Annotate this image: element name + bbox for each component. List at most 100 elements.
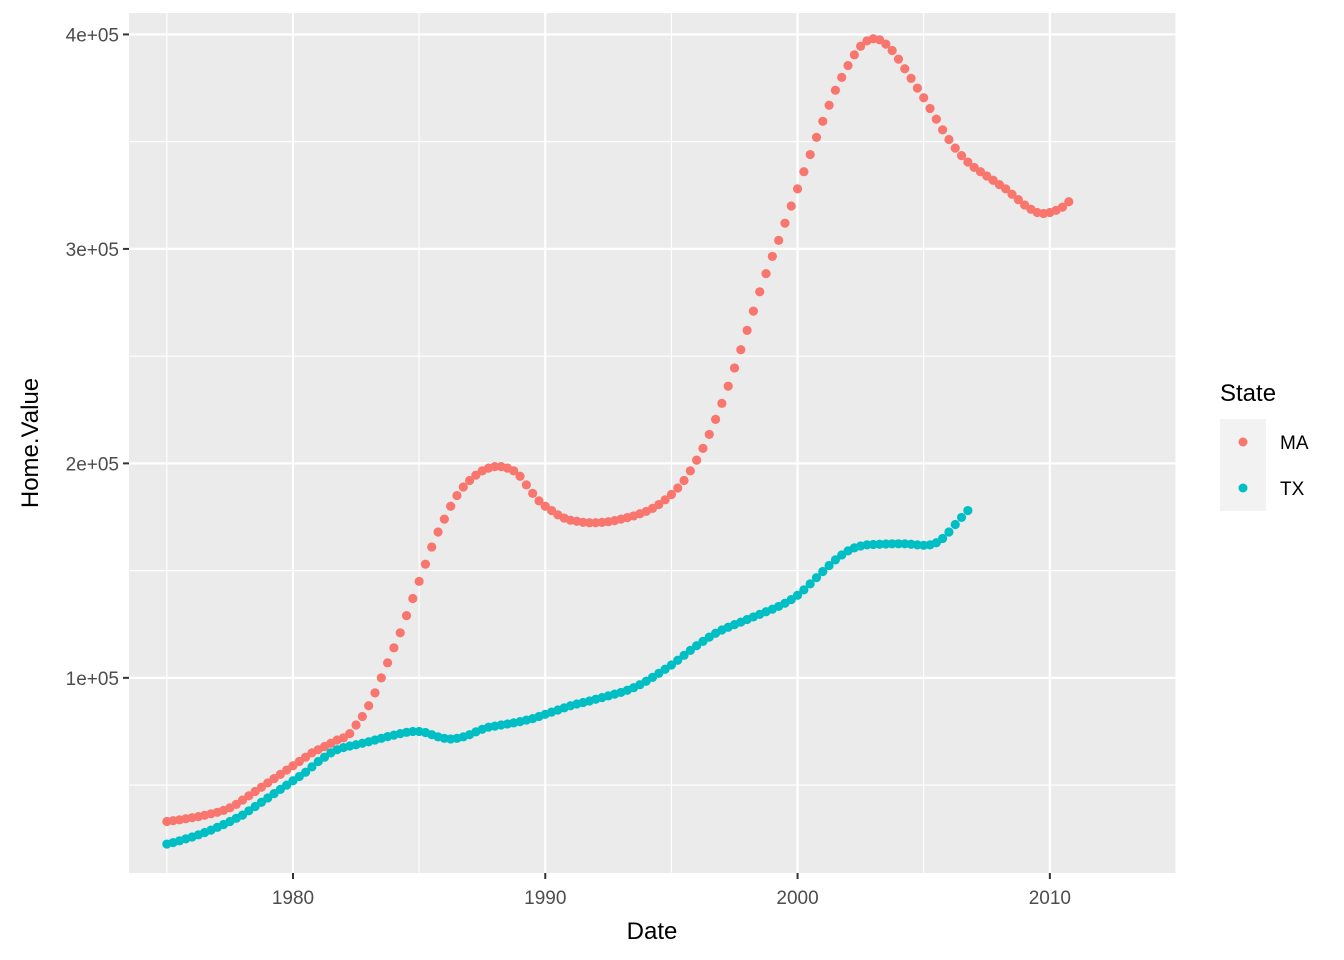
- x-tick-label: 1980: [272, 888, 314, 909]
- data-point-ma: [906, 73, 916, 84]
- data-point-ma: [364, 701, 374, 711]
- x-tick-label: 1990: [524, 888, 566, 909]
- legend-label-ma: MA: [1280, 433, 1309, 454]
- data-point-ma: [837, 72, 847, 82]
- y-axis-title: Home.Value: [17, 378, 44, 508]
- data-point-ma: [692, 455, 702, 465]
- data-point-tx: [666, 660, 677, 670]
- data-point-tx: [963, 505, 973, 516]
- data-point-ma: [408, 593, 418, 604]
- data-point-ma: [824, 100, 834, 110]
- data-point-ma: [673, 483, 683, 493]
- legend-title: State: [1220, 380, 1276, 407]
- legend-marker-ma: [1238, 437, 1248, 447]
- data-point-ma: [742, 325, 752, 336]
- legend-marker-tx: [1238, 483, 1248, 493]
- data-point-ma: [710, 414, 721, 425]
- data-point-ma: [931, 114, 941, 124]
- data-point-tx: [811, 573, 822, 583]
- data-point-ma: [774, 235, 784, 245]
- data-point-ma: [345, 728, 355, 739]
- x-axis-ticks: 1980 1990 2000 2010: [272, 873, 1071, 909]
- data-point-ma: [717, 398, 727, 408]
- data-point-ma: [1057, 202, 1068, 212]
- data-point-ma: [723, 381, 733, 391]
- data-point-ma: [685, 466, 695, 476]
- data-point-tx: [307, 762, 317, 772]
- data-point-tx: [799, 585, 809, 595]
- y-tick-label: 4e+05: [66, 25, 119, 46]
- data-point-ma: [446, 501, 456, 511]
- data-point-ma: [849, 50, 859, 60]
- data-point-ma: [521, 480, 531, 490]
- data-point-ma: [792, 184, 803, 194]
- data-point-ma: [357, 711, 367, 722]
- data-point-ma: [956, 151, 967, 161]
- y-axis-ticks: 1e+05 2e+05 3e+05 4e+05: [66, 25, 129, 690]
- data-point-ma: [584, 518, 595, 528]
- data-point-tx: [893, 539, 904, 549]
- data-point-ma: [843, 60, 853, 71]
- data-point-tx: [679, 650, 689, 660]
- data-point-tx: [805, 579, 815, 589]
- data-point-ma: [950, 143, 960, 153]
- major-gridlines: [129, 13, 1176, 873]
- data-point-tx: [673, 655, 683, 665]
- data-point-ma: [736, 345, 746, 355]
- data-point-ma: [698, 443, 708, 453]
- data-point-ma: [704, 429, 714, 440]
- data-point-ma: [925, 103, 935, 114]
- data-point-tx: [956, 512, 967, 523]
- y-tick-label: 2e+05: [66, 454, 119, 475]
- data-point-ma: [912, 83, 923, 93]
- data-point-ma: [389, 643, 399, 653]
- data-point-ma: [666, 489, 677, 500]
- data-point-ma: [755, 287, 765, 297]
- data-point-tx: [950, 519, 960, 530]
- data-point-ma: [382, 658, 393, 668]
- data-point-ma: [534, 496, 544, 506]
- data-point-ma: [729, 363, 740, 373]
- x-axis-title: Date: [627, 918, 678, 945]
- legend: State MA TX: [1220, 380, 1309, 511]
- x-tick-label: 2010: [1029, 888, 1071, 909]
- data-point-ma: [679, 475, 689, 486]
- data-point-tx: [830, 555, 841, 565]
- data-point-ma: [944, 134, 954, 145]
- data-point-ma: [830, 85, 841, 95]
- data-point-ma: [780, 218, 790, 228]
- data-point-tx: [818, 566, 828, 577]
- data-point-ma: [900, 64, 910, 74]
- data-point-ma: [433, 527, 443, 537]
- data-point-ma: [439, 514, 449, 524]
- data-point-ma: [351, 720, 361, 730]
- data-point-ma: [420, 559, 431, 569]
- data-point-ma: [452, 490, 462, 501]
- data-point-ma: [1013, 194, 1023, 205]
- data-point-tx: [792, 590, 803, 600]
- data-point-ma: [528, 488, 538, 498]
- data-point-ma: [490, 461, 500, 472]
- data-point-ma: [509, 466, 519, 476]
- data-point-ma: [515, 471, 525, 481]
- data-point-ma: [427, 542, 437, 552]
- data-point-ma: [893, 54, 904, 64]
- data-point-tx: [938, 533, 948, 544]
- data-point-ma: [856, 41, 866, 51]
- data-point-tx: [685, 645, 695, 655]
- data-point-ma: [660, 495, 670, 505]
- data-point-tx: [824, 560, 834, 571]
- data-point-ma: [458, 482, 468, 492]
- legend-label-tx: TX: [1280, 479, 1305, 500]
- data-point-ma: [654, 499, 664, 510]
- data-point-ma: [1007, 189, 1017, 199]
- data-point-ma: [938, 125, 948, 135]
- data-point-ma: [464, 475, 475, 486]
- data-point-ma: [881, 39, 891, 49]
- data-point-tx: [408, 726, 418, 737]
- plot-panel: [129, 13, 1176, 873]
- data-point-ma: [811, 132, 822, 142]
- data-point-ma: [761, 268, 771, 279]
- data-point-tx: [944, 527, 954, 537]
